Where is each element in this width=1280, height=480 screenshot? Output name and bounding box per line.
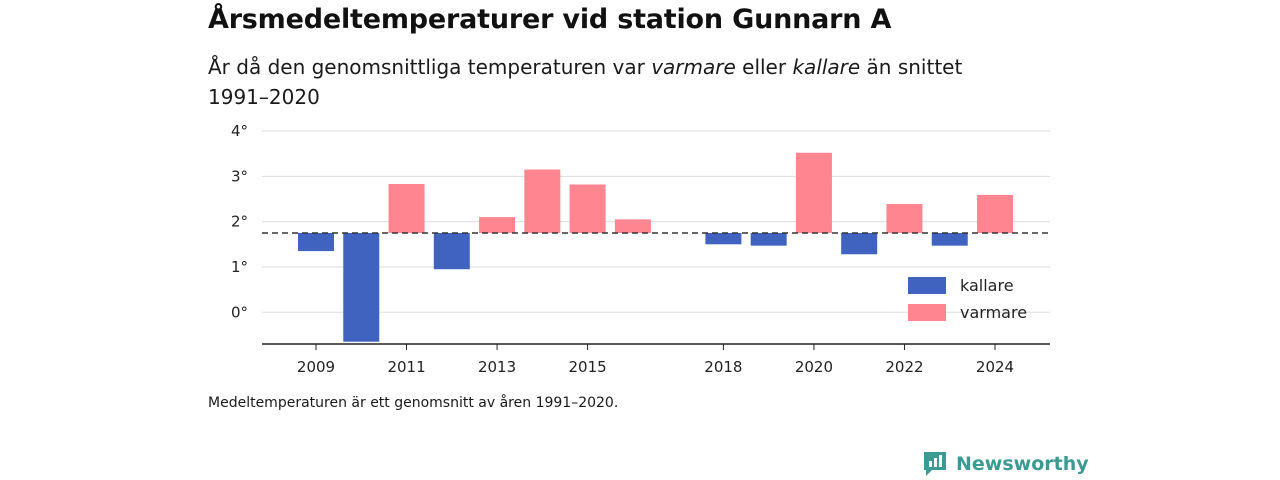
bar: [433, 232, 470, 270]
chart-subtitle: År då den genomsnittliga temperaturen va…: [208, 52, 1028, 112]
bar: [705, 232, 742, 245]
bar: [841, 232, 878, 255]
x-tick-label: 2011: [387, 358, 425, 376]
x-tick-label: 2009: [297, 358, 335, 376]
brand-name: Newsworthy: [956, 453, 1089, 475]
chart-title: Årsmedeltemperaturer vid station Gunnarn…: [208, 4, 892, 35]
legend-label: kallare: [960, 276, 1014, 295]
y-tick-label: 3°: [231, 167, 248, 185]
y-tick-label: 2°: [231, 213, 248, 231]
bar: [886, 203, 923, 233]
bar: [524, 169, 561, 233]
brand-logo: Newsworthy: [922, 450, 1089, 478]
x-tick-label: 2020: [795, 358, 833, 376]
y-tick-label: 0°: [231, 303, 248, 321]
legend-swatch: [908, 277, 946, 294]
y-tick-label: 4°: [231, 122, 248, 140]
bar: [569, 184, 606, 233]
y-tick-label: 1°: [231, 258, 248, 276]
bar: [750, 232, 787, 246]
subtitle-cold-word: kallare: [792, 55, 861, 79]
bar: [795, 152, 832, 233]
bar: [388, 184, 425, 233]
bar: [343, 232, 380, 342]
x-tick-label: 2022: [885, 358, 923, 376]
x-tick-label: 2015: [569, 358, 607, 376]
bar-chart: 0° 1° 2° 3° 4° 2009 2011 2013 2015 2018 2020 2022 20…: [231, 122, 1050, 376]
subtitle-text-1: År då den genomsnittliga temperaturen va…: [208, 55, 652, 79]
x-tick-label: 2018: [704, 358, 742, 376]
bar: [298, 232, 334, 252]
subtitle-text-3: än snittet 1991–2020: [208, 55, 963, 109]
bar: [614, 219, 651, 233]
bar: [931, 232, 968, 246]
bar: [977, 194, 1013, 233]
subtitle-text-2: eller: [735, 55, 793, 79]
legend-label: varmare: [960, 303, 1027, 322]
bar: [479, 217, 516, 233]
footnote: Medeltemperaturen är ett genomsnitt av å…: [208, 395, 619, 411]
newsworthy-logo-icon: [924, 452, 946, 476]
subtitle-warm-word: varmare: [651, 55, 736, 79]
x-tick-label: 2024: [976, 358, 1014, 376]
legend-swatch: [908, 304, 946, 321]
x-tick-label: 2013: [478, 358, 516, 376]
